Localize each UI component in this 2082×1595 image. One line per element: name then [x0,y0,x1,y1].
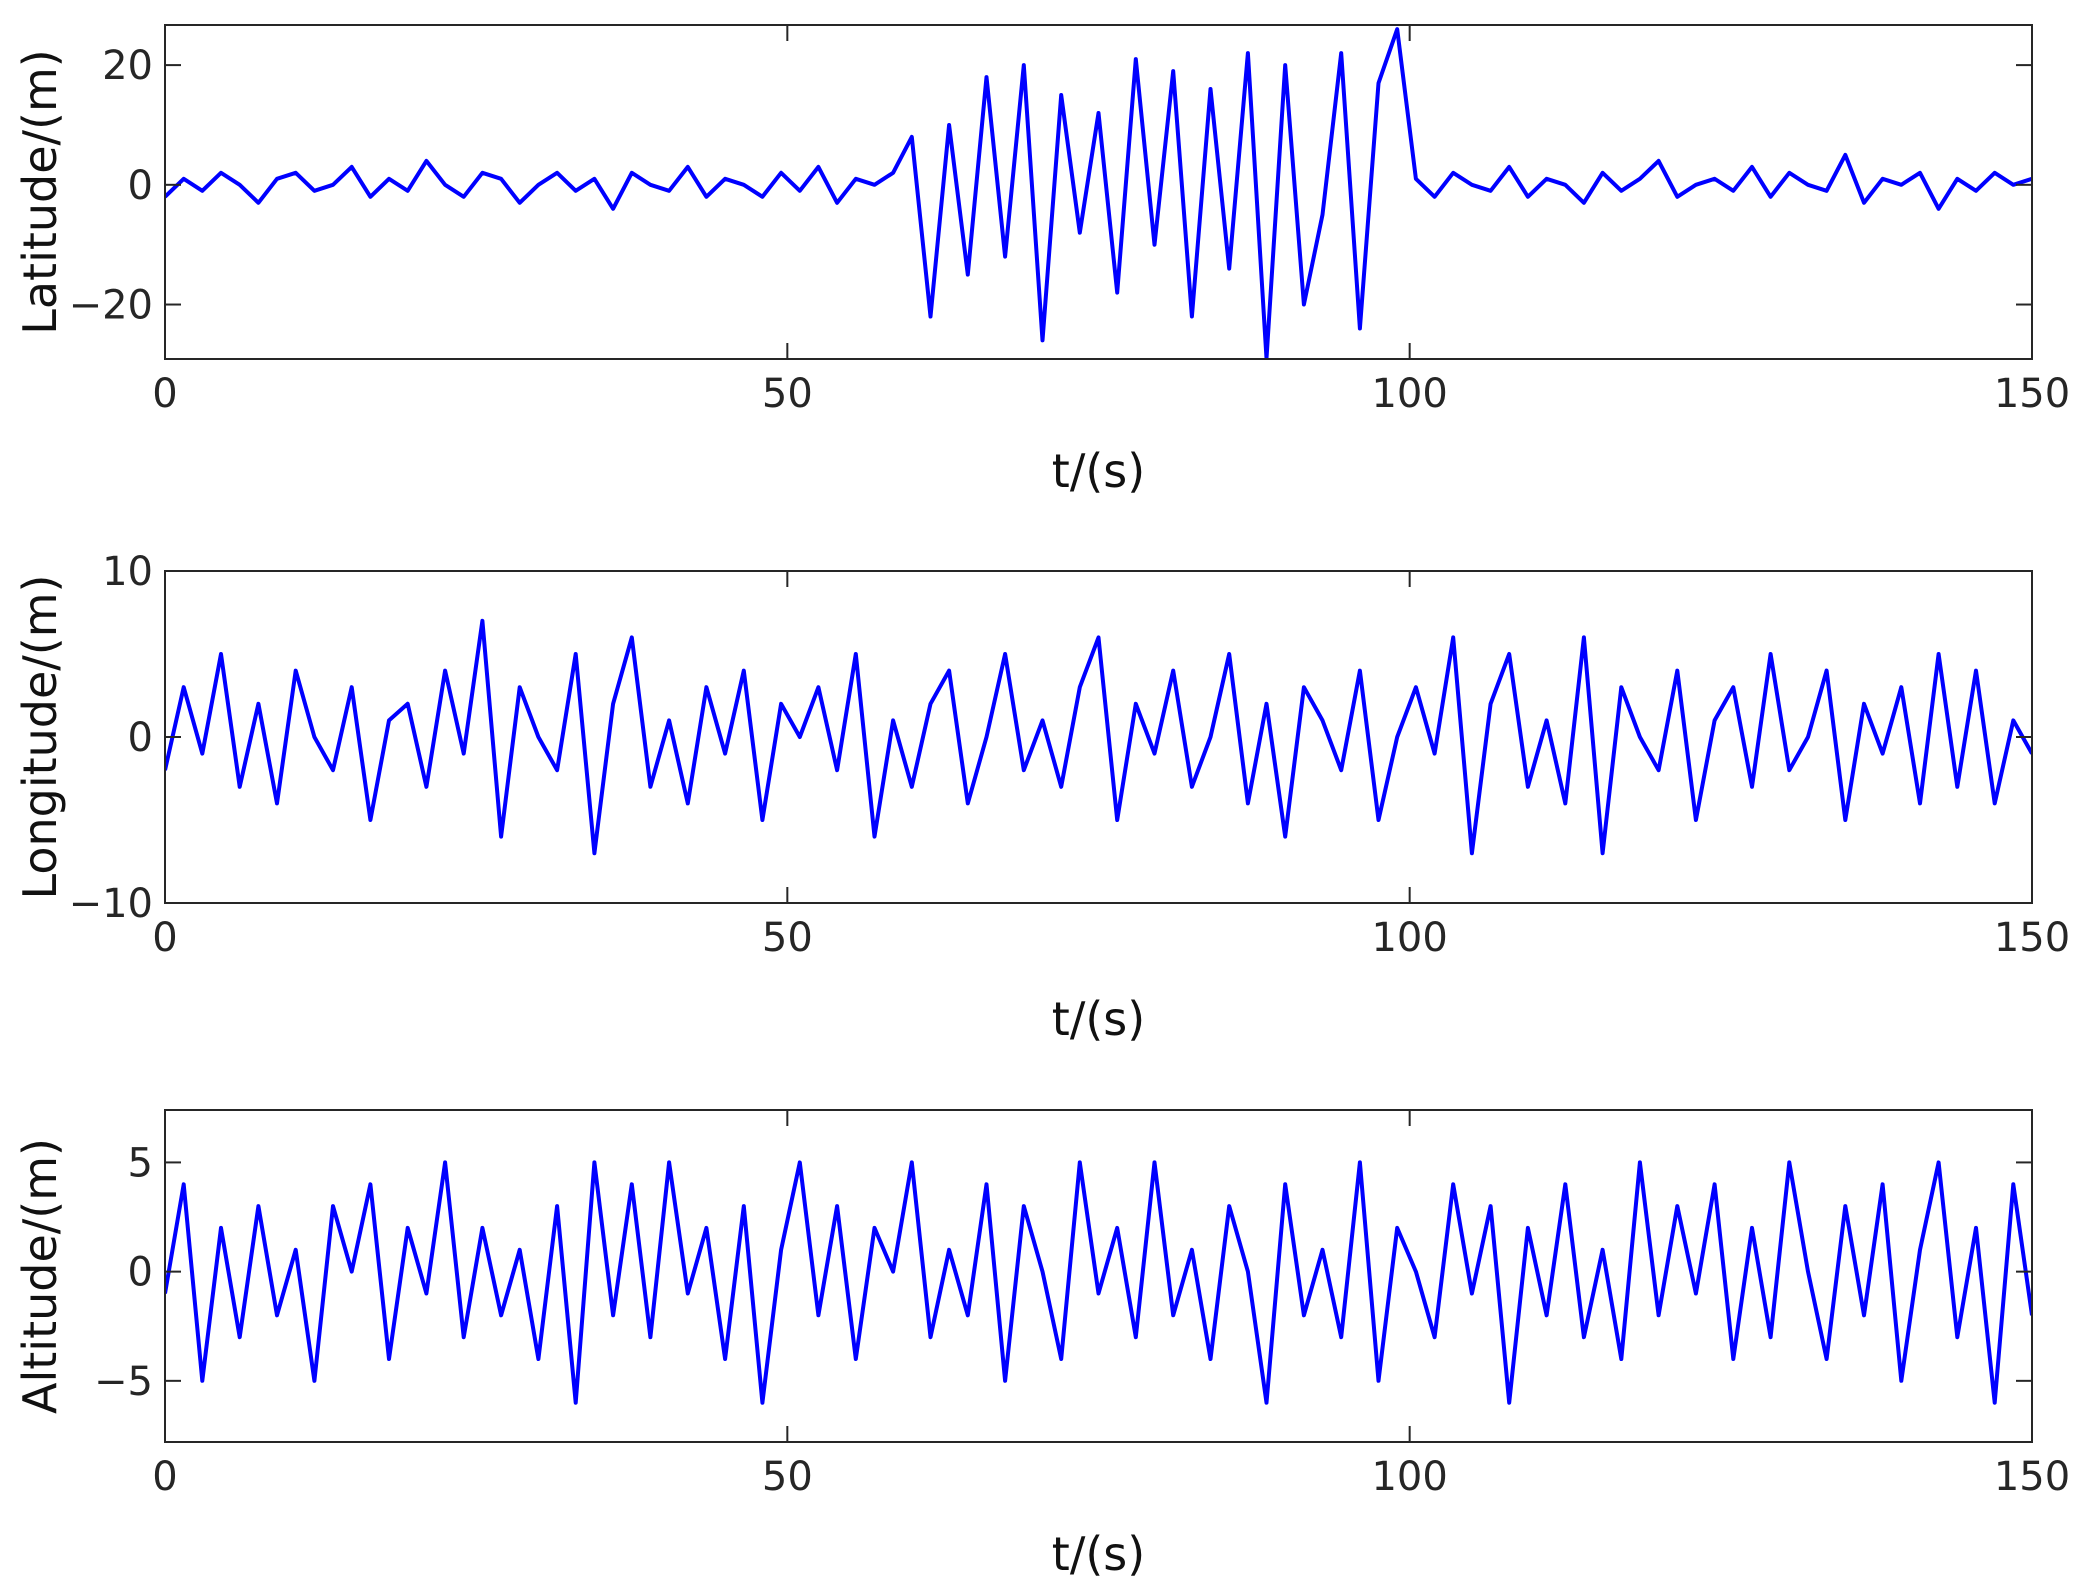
x-tick-label: 50 [762,915,813,961]
y-tick-label: 0 [128,1250,153,1296]
data-line [165,1160,2032,1405]
x-axis-label: t/(s) [1052,992,1145,1046]
axes-box [164,24,2033,360]
y-tick-label: 0 [128,163,153,209]
y-axis-label: Latitude/(m) [13,49,67,335]
x-tick-label: 0 [152,915,177,961]
x-tick-label: 0 [152,371,177,417]
data-line [165,618,2032,856]
y-axis-label: Longitude/(m) [13,575,67,900]
y-tick-label: −5 [94,1359,153,1405]
x-tick-label: 100 [1371,1454,1447,1500]
x-tick-label: 0 [152,1454,177,1500]
x-tick-label: 100 [1371,915,1447,961]
x-tick-label: 150 [1994,371,2070,417]
x-tick-label: 50 [762,371,813,417]
x-tick-label: 100 [1371,371,1447,417]
x-axis-label: t/(s) [1052,1527,1145,1581]
x-tick-label: 150 [1994,1454,2070,1500]
y-tick-label: 10 [102,549,153,595]
y-tick-label: 20 [102,43,153,89]
x-axis-label: t/(s) [1052,444,1145,498]
y-tick-label: 5 [128,1140,153,1186]
axes-box [164,1109,2033,1443]
y-tick-label: 0 [128,715,153,761]
data-line [165,27,2032,359]
x-tick-label: 50 [762,1454,813,1500]
y-tick-label: −10 [69,881,153,927]
y-tick-label: −20 [69,283,153,329]
axes-box [164,570,2033,904]
y-axis-label: Altitude/(m) [13,1138,67,1414]
x-tick-label: 150 [1994,915,2070,961]
